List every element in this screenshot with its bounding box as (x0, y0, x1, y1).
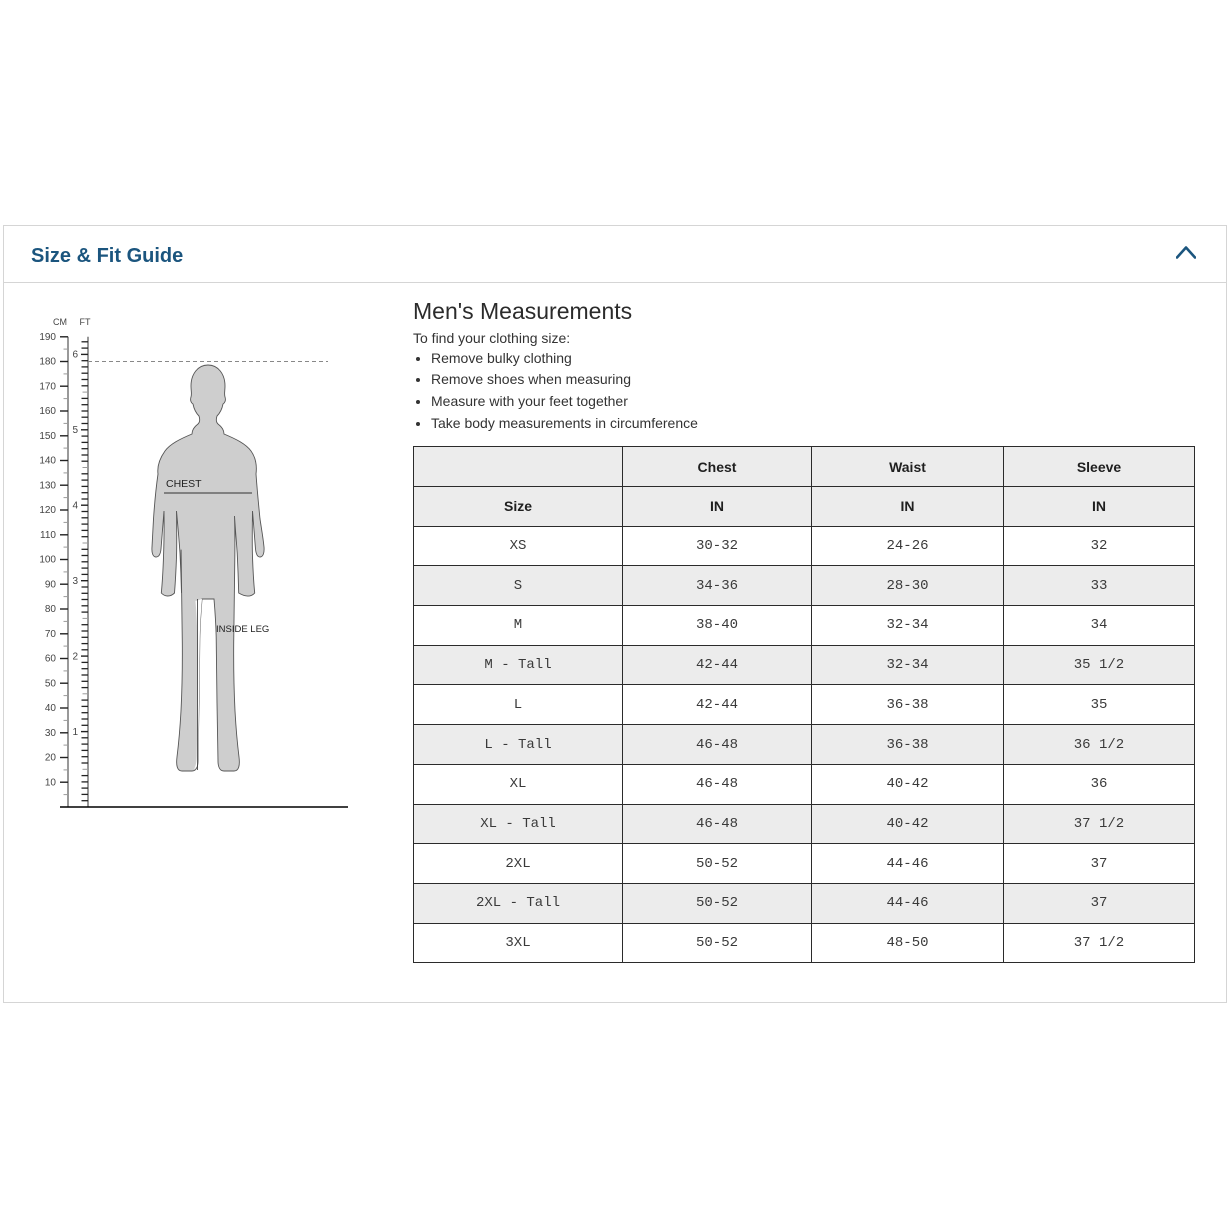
svg-text:180: 180 (39, 357, 56, 368)
svg-text:30: 30 (45, 728, 57, 739)
svg-text:3: 3 (72, 576, 78, 587)
svg-text:1: 1 (72, 727, 78, 738)
svg-text:4: 4 (72, 500, 78, 511)
svg-text:6: 6 (72, 350, 78, 361)
svg-text:5: 5 (72, 425, 78, 436)
svg-text:CM: CM (53, 317, 67, 327)
svg-text:190: 190 (39, 332, 56, 343)
svg-text:80: 80 (45, 604, 57, 615)
svg-text:50: 50 (45, 678, 57, 689)
svg-text:60: 60 (45, 654, 57, 665)
svg-text:100: 100 (39, 555, 56, 566)
svg-text:160: 160 (39, 406, 56, 417)
svg-text:40: 40 (45, 703, 57, 714)
svg-text:10: 10 (45, 777, 57, 788)
svg-text:130: 130 (39, 480, 56, 491)
svg-text:140: 140 (39, 456, 56, 467)
svg-text:CHEST: CHEST (166, 478, 202, 490)
svg-text:INSIDE LEG: INSIDE LEG (216, 624, 269, 635)
svg-text:120: 120 (39, 505, 56, 516)
svg-text:150: 150 (39, 431, 56, 442)
svg-text:2: 2 (72, 651, 78, 662)
svg-text:20: 20 (45, 753, 57, 764)
svg-text:110: 110 (40, 530, 56, 541)
svg-text:90: 90 (45, 579, 57, 590)
svg-text:170: 170 (39, 382, 56, 393)
svg-text:FT: FT (80, 317, 91, 327)
svg-text:70: 70 (45, 629, 57, 640)
